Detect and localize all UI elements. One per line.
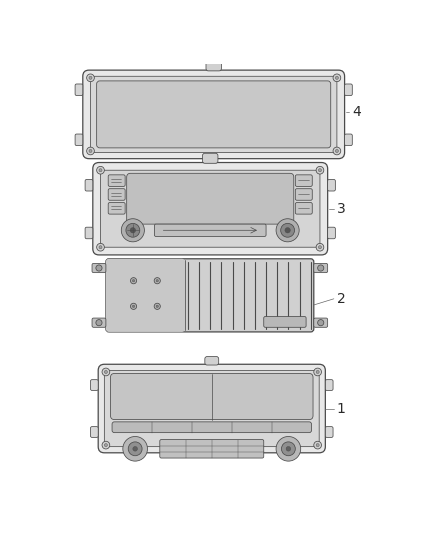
Circle shape [285,228,290,233]
FancyBboxPatch shape [106,259,185,332]
FancyBboxPatch shape [75,84,83,95]
Circle shape [133,447,138,451]
FancyBboxPatch shape [345,134,352,146]
Circle shape [97,244,104,251]
Circle shape [132,280,135,282]
FancyBboxPatch shape [108,203,125,214]
Circle shape [316,244,324,251]
Circle shape [87,147,94,155]
Circle shape [314,441,321,449]
FancyBboxPatch shape [91,426,98,438]
FancyBboxPatch shape [104,370,319,447]
Circle shape [314,368,321,376]
FancyBboxPatch shape [75,134,83,146]
FancyBboxPatch shape [160,440,264,458]
Circle shape [286,447,291,451]
Circle shape [316,370,319,374]
Circle shape [123,437,148,461]
FancyBboxPatch shape [100,170,320,247]
Circle shape [154,278,160,284]
FancyBboxPatch shape [97,81,331,148]
Text: 4: 4 [352,106,361,119]
Circle shape [102,368,110,376]
Circle shape [89,76,92,79]
Text: 3: 3 [337,201,346,216]
Circle shape [276,219,299,242]
FancyBboxPatch shape [155,224,266,237]
Circle shape [87,74,94,82]
FancyBboxPatch shape [205,357,219,365]
FancyBboxPatch shape [328,180,336,191]
FancyBboxPatch shape [295,189,312,200]
Circle shape [99,168,102,172]
FancyBboxPatch shape [106,259,314,332]
Circle shape [333,74,341,82]
Circle shape [104,370,107,374]
FancyBboxPatch shape [108,189,125,200]
Circle shape [131,303,137,309]
Circle shape [336,149,339,152]
FancyBboxPatch shape [85,180,93,191]
FancyBboxPatch shape [91,379,98,391]
Circle shape [333,147,341,155]
Circle shape [318,246,321,249]
Circle shape [96,265,102,271]
FancyBboxPatch shape [328,227,336,239]
Circle shape [132,305,135,308]
FancyBboxPatch shape [92,263,106,273]
Circle shape [128,442,142,456]
FancyBboxPatch shape [314,318,328,327]
Circle shape [318,168,321,172]
FancyBboxPatch shape [91,76,337,152]
Circle shape [104,443,107,447]
Circle shape [281,223,294,237]
Circle shape [121,219,145,242]
FancyBboxPatch shape [127,173,294,224]
FancyBboxPatch shape [295,175,312,187]
FancyBboxPatch shape [325,426,333,438]
Text: 1: 1 [337,402,346,416]
Circle shape [316,166,324,174]
FancyBboxPatch shape [345,84,352,95]
Circle shape [318,320,324,326]
FancyBboxPatch shape [110,374,313,419]
Circle shape [282,442,295,456]
FancyBboxPatch shape [202,154,218,163]
FancyBboxPatch shape [92,318,106,327]
FancyBboxPatch shape [98,364,325,453]
FancyBboxPatch shape [206,61,221,71]
FancyBboxPatch shape [108,175,125,187]
Circle shape [89,149,92,152]
Circle shape [318,265,324,271]
FancyBboxPatch shape [325,379,333,391]
FancyBboxPatch shape [83,70,345,159]
Circle shape [154,303,160,309]
Circle shape [276,437,301,461]
FancyBboxPatch shape [85,227,93,239]
FancyBboxPatch shape [93,163,328,255]
FancyBboxPatch shape [264,317,306,327]
Circle shape [156,305,159,308]
Text: 2: 2 [337,292,346,306]
FancyBboxPatch shape [295,203,312,214]
FancyBboxPatch shape [112,422,311,433]
Circle shape [336,76,339,79]
Circle shape [102,441,110,449]
FancyBboxPatch shape [314,263,328,273]
Circle shape [131,278,137,284]
Circle shape [156,280,159,282]
Circle shape [99,246,102,249]
Circle shape [316,443,319,447]
Circle shape [97,166,104,174]
Circle shape [126,223,140,237]
Circle shape [130,228,135,233]
Circle shape [96,320,102,326]
